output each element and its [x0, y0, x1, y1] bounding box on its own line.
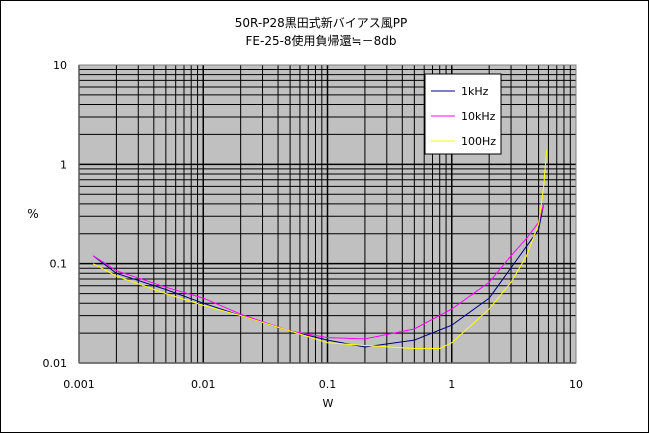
tick-labels: 0.001 0.01 0.1 1 10 0.01 0.1 1 10: [43, 59, 584, 391]
x-tick-label: 0.001: [63, 378, 95, 391]
x-tick-label: 0.01: [191, 378, 216, 391]
y-tick-label: 0.01: [43, 357, 68, 370]
legend-label-100Hz: 100Hz: [461, 135, 496, 148]
legend-label-10kHz: 10kHz: [461, 110, 496, 123]
series-lines: [92, 149, 548, 349]
legend-label-1kHz: 1kHz: [461, 85, 489, 98]
x-tick-label: 1: [448, 378, 455, 391]
chart-title-line-2: FE-25-8使用負帰還≒－8db: [246, 33, 397, 48]
y-tick-label: 10: [53, 59, 67, 72]
legend: 1kHz 10kHz 100Hz: [424, 73, 502, 155]
x-axis-label: W: [323, 397, 334, 410]
series-line-100Hz: [92, 149, 548, 349]
plot-border: [78, 64, 577, 364]
series-line-10kHz: [92, 203, 545, 340]
gridlines: [78, 65, 576, 364]
y-tick-label: 1: [60, 158, 67, 171]
x-tick-label: 10: [569, 378, 583, 391]
x-tick-label: 0.1: [319, 378, 337, 391]
y-axis-label: %: [27, 207, 38, 221]
series-line-1kHz: [92, 203, 545, 348]
y-tick-label: 0.1: [50, 258, 68, 271]
chart-title-line-1: 50R-P28黒田式新バイアス風PP: [235, 15, 407, 30]
